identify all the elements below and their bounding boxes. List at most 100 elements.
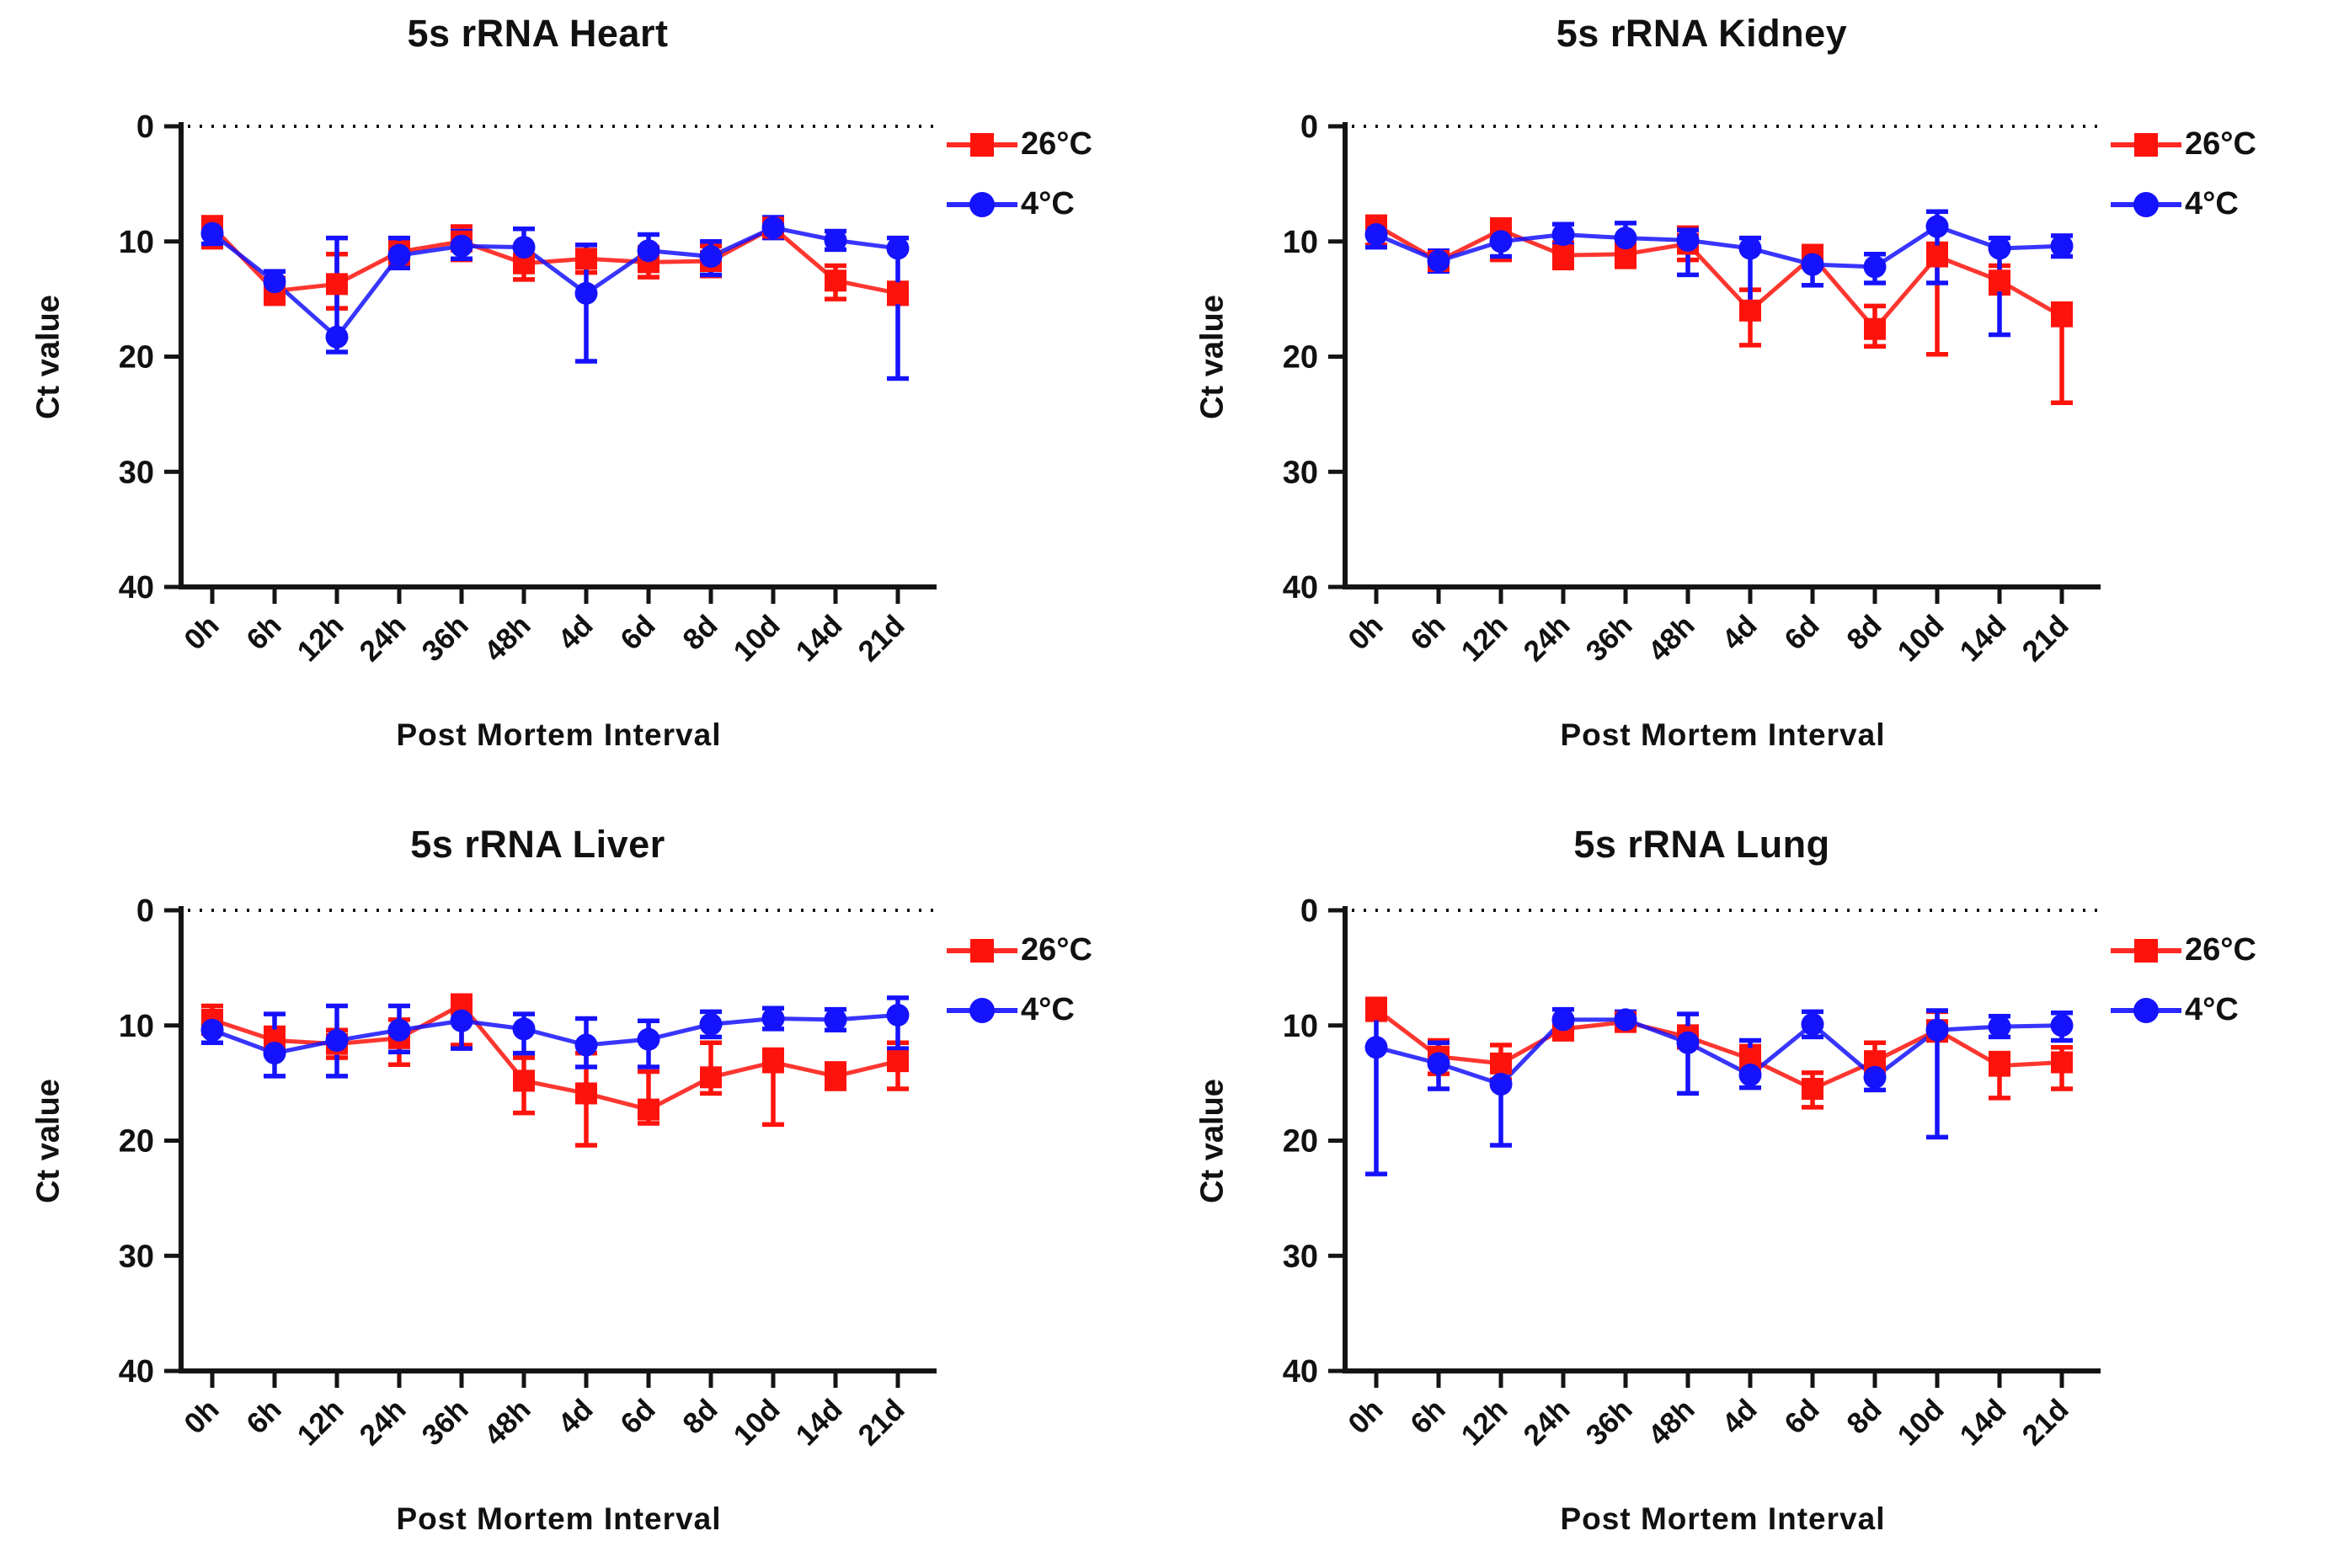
x-tick-label: 12h (1455, 1393, 1514, 1452)
x-tick-label: 24h (353, 609, 412, 668)
legend-item-4c: 4°C (947, 992, 1092, 1028)
y-tick-label: 30 (1283, 1239, 1318, 1274)
y-axis: 0 10 20 30 40 (1283, 109, 1348, 605)
data-point-4c (2050, 234, 2074, 258)
x-axis-title: Post Mortem Interval (396, 717, 722, 752)
data-point-4c (450, 234, 473, 258)
chart-plot-lung: 0 10 20 30 40 0h 6h 12h 24h 36h 48h 4d 6d 8d 10d 14d 21d (1283, 893, 2101, 1452)
chart-title: 5s rRNA Kidney (1556, 12, 1848, 55)
series-4c-error-bars (1365, 209, 2073, 338)
legend-marker-4c-icon (947, 997, 1017, 1023)
x-tick-label: 21d (852, 609, 910, 668)
data-point-26c (700, 1066, 722, 1089)
x-tick-label: 4d (1716, 609, 1763, 656)
data-point-26c (638, 1098, 659, 1121)
y-tick-label: 20 (119, 1124, 154, 1160)
panel-kidney: 5s rRNA Kidney Ct value 0 10 20 30 40 0h 6h 12h… (1164, 0, 2328, 784)
data-point-4c (699, 245, 723, 269)
x-tick-label: 21d (2016, 1393, 2074, 1452)
x-tick-label: 10d (1891, 1393, 1950, 1452)
x-tick-label: 36h (1579, 1393, 1638, 1452)
series-26c-line (211, 225, 899, 296)
y-tick-label: 30 (119, 1239, 154, 1274)
x-tick-label: 0h (178, 1393, 225, 1440)
data-point-26c (1926, 245, 1948, 268)
chart-plot-heart: 0 10 20 30 40 0h 6h 12h 24h 36h 48h 4d 6d 8d 10d 14d 21d (119, 109, 937, 668)
legend-label-26c: 26°C (1021, 126, 1092, 162)
y-tick-label: 30 (1283, 455, 1318, 490)
x-tick-label: 6d (1778, 1393, 1825, 1440)
x-tick-label: 14d (1953, 609, 2012, 668)
series-26c-line (1375, 223, 2064, 333)
data-point-26c (887, 282, 909, 305)
panel-liver: 5s rRNA Liver Ct value 0 10 20 30 40 0h 6h 12h 2… (0, 784, 1164, 1568)
data-point-26c (575, 248, 597, 270)
data-point-4c (450, 1009, 473, 1032)
data-point-4c (1801, 1012, 1824, 1036)
legend-label-26c: 26°C (1021, 932, 1092, 968)
x-tick-label: 8d (1840, 1393, 1887, 1440)
chart-plot-kidney: 0 10 20 30 40 0h 6h 12h 24h 36h 48h 4d 6d 8d 10d 14d 21d (1283, 109, 2101, 668)
data-point-26c (326, 273, 348, 296)
legend-marker-26c-icon (2111, 938, 2181, 963)
x-tick-label: 48h (1642, 609, 1701, 668)
series-26c-error-bars (1365, 996, 2073, 1110)
data-point-4c (574, 1033, 598, 1057)
y-tick-label: 40 (119, 1354, 154, 1389)
y-tick-label: 40 (1283, 570, 1318, 605)
legend-label-4c: 4°C (2185, 992, 2239, 1027)
y-tick-label: 20 (1283, 340, 1318, 376)
data-point-26c (1490, 1052, 1512, 1075)
series-4c-line (211, 1012, 899, 1056)
data-point-4c (1738, 237, 1762, 260)
data-point-4c (1614, 227, 1637, 250)
y-tick-label: 10 (119, 225, 154, 260)
legend-item-26c: 26°C (947, 126, 1092, 163)
y-tick-label: 0 (136, 893, 154, 929)
data-point-4c (387, 1018, 411, 1042)
legend-marker-26c-icon (947, 132, 1017, 157)
data-point-4c (1676, 228, 1700, 252)
x-tick-label: 21d (2016, 609, 2074, 668)
data-point-4c (824, 1008, 847, 1032)
x-tick-label: 24h (1517, 609, 1576, 668)
x-tick-label: 12h (291, 1393, 350, 1452)
data-point-4c (1364, 1036, 1388, 1059)
legend-item-26c: 26°C (947, 932, 1092, 968)
x-tick-label: 10d (727, 1393, 786, 1452)
data-point-4c (1863, 1065, 1887, 1089)
data-point-26c (1802, 1077, 1823, 1100)
data-point-4c (761, 1007, 785, 1031)
legend-item-4c: 4°C (947, 186, 1092, 222)
series-4c-markers (1364, 215, 2074, 279)
data-point-26c (513, 1069, 535, 1092)
x-axis-title: Post Mortem Interval (1560, 1501, 1886, 1536)
data-point-4c (1801, 253, 1824, 276)
data-point-4c (1551, 223, 1575, 247)
x-tick-label: 10d (1891, 609, 1950, 668)
x-tick-label: 48h (478, 609, 537, 668)
x-tick-label: 12h (1455, 609, 1514, 668)
legend-marker-26c-icon (947, 938, 1017, 963)
x-axis: 0h 6h 12h 24h 36h 48h 4d 6d 8d 10d 14d 21d (178, 1368, 937, 1452)
data-point-4c (512, 236, 536, 259)
x-tick-label: 6d (614, 1393, 661, 1440)
y-tick-label: 10 (119, 1009, 154, 1044)
data-point-4c (637, 1027, 660, 1051)
data-point-26c (1365, 998, 1387, 1021)
data-point-4c (637, 239, 660, 263)
series-26c-markers (201, 994, 909, 1121)
data-point-4c (886, 237, 910, 260)
y-tick-label: 20 (1283, 1124, 1318, 1160)
legend: 26°C 4°C (2111, 932, 2256, 1028)
y-tick-label: 10 (1283, 1009, 1318, 1044)
series-4c-line (1375, 224, 2063, 269)
chart-title: 5s rRNA Heart (407, 12, 669, 55)
chart-title: 5s rRNA Lung (1573, 823, 1830, 866)
series-4c-markers (200, 1003, 910, 1065)
series-4c-error-bars (201, 215, 909, 381)
y-axis: 0 10 20 30 40 (119, 109, 184, 605)
data-point-4c (387, 243, 411, 267)
data-point-4c (1988, 1015, 2011, 1038)
legend-marker-4c-icon (947, 191, 1017, 217)
